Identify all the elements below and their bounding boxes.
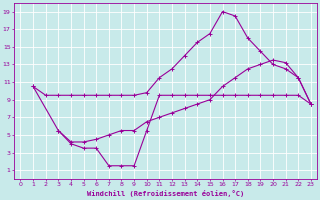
X-axis label: Windchill (Refroidissement éolien,°C): Windchill (Refroidissement éolien,°C) <box>87 190 244 197</box>
